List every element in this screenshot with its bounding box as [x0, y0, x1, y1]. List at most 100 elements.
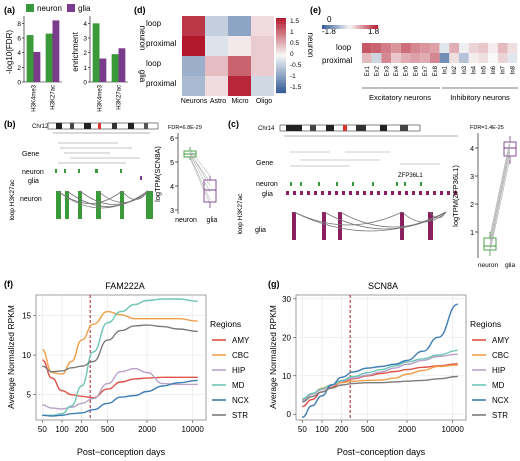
panel-d: (d) loop proximal loop proximal neuron g…: [134, 5, 302, 105]
x-tick-label: 10000: [182, 425, 205, 434]
series-NCX: [42, 379, 198, 417]
scale-step: [368, 25, 370, 29]
panel-b-fdr: FDR=6.8E-29: [168, 125, 202, 131]
panel-b-tag: (b): [4, 119, 16, 129]
scale-step: [345, 25, 348, 29]
scale-step: [344, 25, 346, 29]
panel-f: (f) FAM222A 5 10 15 50 100 200 500 2000 10000 Av…: [4, 279, 207, 457]
scale-step: [336, 25, 338, 29]
heat-cell: [391, 43, 401, 53]
svg-text:1: 1: [290, 29, 294, 36]
glia-peak: [286, 191, 289, 195]
y-tick-label: 2: [17, 65, 21, 72]
neuron-peak: [420, 182, 422, 186]
heat-cell: [459, 43, 469, 53]
col-label-In1: In1: [442, 65, 448, 74]
x-tick-label: 50: [298, 425, 307, 434]
colorbar-step: [276, 23, 286, 25]
scale-step: [330, 25, 332, 29]
y-tick-label: 4: [17, 50, 21, 57]
scale-step: [343, 25, 345, 29]
glia-peak: [447, 191, 450, 195]
col-label-In5: In5: [481, 65, 487, 74]
scale-step: [372, 25, 374, 29]
heat-cell: [488, 43, 498, 53]
scale-step: [351, 25, 353, 29]
colorbar-step: [276, 88, 286, 90]
neuron-peak: [336, 182, 338, 186]
svg-text:2: 2: [470, 202, 474, 209]
panel-d-colorbar: [276, 18, 286, 94]
panel-a-left-bars: 0 2 4 6 8 H3K4me3 H3K27ac: [17, 16, 62, 112]
panel-c-h3k27ac-peaks: [286, 182, 457, 195]
panel-f-grid: [36, 295, 206, 420]
colorbar-step: [276, 26, 286, 29]
panel-b-xcat-glia: glia: [207, 217, 218, 224]
colorbar-step: [276, 38, 286, 40]
colorbar-step: [276, 65, 286, 67]
colorbar-step: [276, 28, 286, 30]
panel-d-group-neuron: neuron: [138, 26, 147, 51]
colorbar-step: [276, 44, 286, 46]
panel-f-tag: (f): [4, 279, 13, 289]
scale-step: [324, 25, 327, 29]
colorbar-step: [276, 29, 286, 31]
scale-step: [340, 25, 342, 29]
legend-item-STR: STR: [492, 411, 508, 420]
panel-b-chrom: Chr12: [32, 124, 49, 130]
heat-cell: [429, 43, 440, 53]
series-AMY: [42, 359, 198, 399]
neuron-peak: [372, 182, 374, 186]
panel-a-left-ylabel: -log10(FDR): [5, 30, 14, 74]
legend-item-MD: MD: [492, 381, 505, 390]
panel-g-series: [302, 295, 459, 420]
y-tick-label: 4: [83, 21, 87, 28]
legend-item-HIP: HIP: [492, 366, 505, 375]
neuron-peak: [404, 182, 406, 186]
glia-peak: [342, 191, 345, 195]
col-label-In3: In3: [462, 65, 468, 74]
colorbar-step: [276, 89, 286, 91]
series-STR: [42, 324, 198, 373]
panel-c-gene-track: [290, 151, 440, 167]
scale-step: [373, 25, 376, 29]
glia-peak: [384, 191, 387, 195]
colorbar-step: [276, 31, 286, 34]
heat-cell: [362, 53, 372, 63]
heat-cell: [362, 43, 372, 53]
heat-cell: [478, 53, 489, 63]
glia-peak: [328, 191, 331, 195]
glia-peak: [412, 191, 415, 195]
scale-step: [371, 25, 373, 29]
scale-step: [327, 25, 330, 29]
colorbar-step: [276, 69, 286, 71]
colorbar-step: [276, 50, 286, 52]
svg-text:0.5: 0.5: [290, 40, 299, 47]
neuron-peak: [318, 182, 320, 186]
colorbar-step: [276, 76, 286, 79]
series-MD: [302, 349, 458, 400]
glia-peak: [349, 191, 352, 195]
series-CBC: [41, 310, 198, 375]
heat-cell: [371, 43, 382, 53]
panel-e-scale-min: -1.8: [322, 27, 336, 36]
panel-a-right-ylabel: enrichment: [71, 31, 80, 71]
panel-d-row-3: proximal: [146, 79, 176, 88]
scale-step: [358, 25, 360, 29]
panel-e-tag: (e): [310, 5, 321, 15]
panel-b-track-label: loop H3K27ac: [9, 179, 16, 221]
panel-c-ideogram: [279, 124, 421, 132]
heat-cell: [251, 16, 274, 36]
colorbar-step: [276, 51, 286, 54]
scale-step: [352, 25, 355, 29]
bar-glia-H3K27ac: [118, 48, 126, 82]
bar-neuron-H3K4me3: [92, 23, 100, 82]
panel-c-box-yticks: 4 3 2 1: [470, 146, 478, 237]
colorbar-step: [276, 80, 286, 82]
colorbar-step: [276, 86, 286, 89]
colorbar-step: [276, 24, 286, 26]
x-tick-label: 200: [335, 425, 349, 434]
heat-cell: [468, 53, 479, 63]
glia-peak: [440, 191, 443, 195]
panel-c: (c) Chr14 Gene ZFP36L1 neuron glia loop …: [228, 119, 517, 269]
